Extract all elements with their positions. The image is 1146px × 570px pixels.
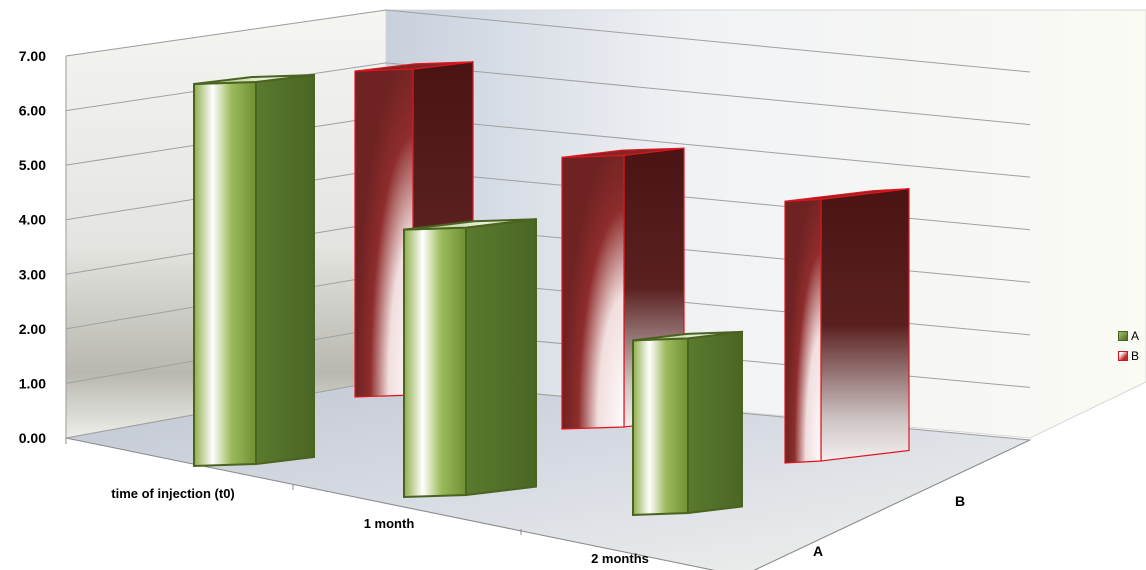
gridline [65,62,1031,126]
y-tick-label: 3.00 [19,266,46,282]
y-tick-label: 2.00 [19,321,46,337]
bars [193,61,910,517]
x-axis-ticks: time of injection (t0) 1 month 2 months [65,438,649,566]
depth-tick-label: A [813,543,823,559]
floor-right-edge [753,439,1031,570]
bar-a-2 [632,330,743,517]
legend-item-b[interactable]: B [1118,346,1139,366]
y-tick-label: 6.00 [19,103,46,119]
bar-front-face [193,80,257,468]
legend-label-a: A [1131,329,1140,343]
x-tick-label: time of injection (t0) [111,486,235,501]
y-tick-label: 5.00 [19,157,46,173]
y-axis-ticks: 0.00 1.00 2.00 3.00 4.00 5.00 6.00 7.00 [19,48,46,446]
x-tick-label: 2 months [591,551,649,566]
y-tick-label: 1.00 [19,375,46,391]
bar-front-face [403,226,467,499]
legend-swatch-b [1118,351,1128,361]
x-tick-label: 1 month [364,516,415,531]
legend-swatch-a [1118,331,1128,341]
y-tick-label: 7.00 [19,48,46,64]
bar-top-face [784,188,910,202]
depth-tick-label: B [955,493,965,509]
bar-side-face [255,73,315,466]
y-tick-label: 4.00 [19,212,46,228]
floor-front-edge [65,437,716,570]
bar-front-face [561,154,625,430]
bar-top-face [354,61,474,72]
bar-a-0 [193,73,315,468]
bar-b-2 [784,188,910,464]
bar-side-face [465,218,537,497]
bar-front-face [784,198,822,464]
depth-axis-ticks: AB [813,493,965,559]
bar-front-face [632,337,689,517]
bar-a-1 [403,218,537,499]
bar-top-face [193,74,315,85]
bar-top-face [403,218,537,231]
gridline [65,9,1031,73]
bar-top-face [561,147,685,158]
y-tick-label: 0.00 [19,430,46,446]
legend-item-a[interactable]: A [1118,326,1139,346]
bar-top-face [632,330,743,342]
legend-label-b: B [1131,349,1140,363]
legend: A B [1118,326,1139,366]
bar-side-face [820,188,910,462]
bar-side-face [687,330,743,515]
